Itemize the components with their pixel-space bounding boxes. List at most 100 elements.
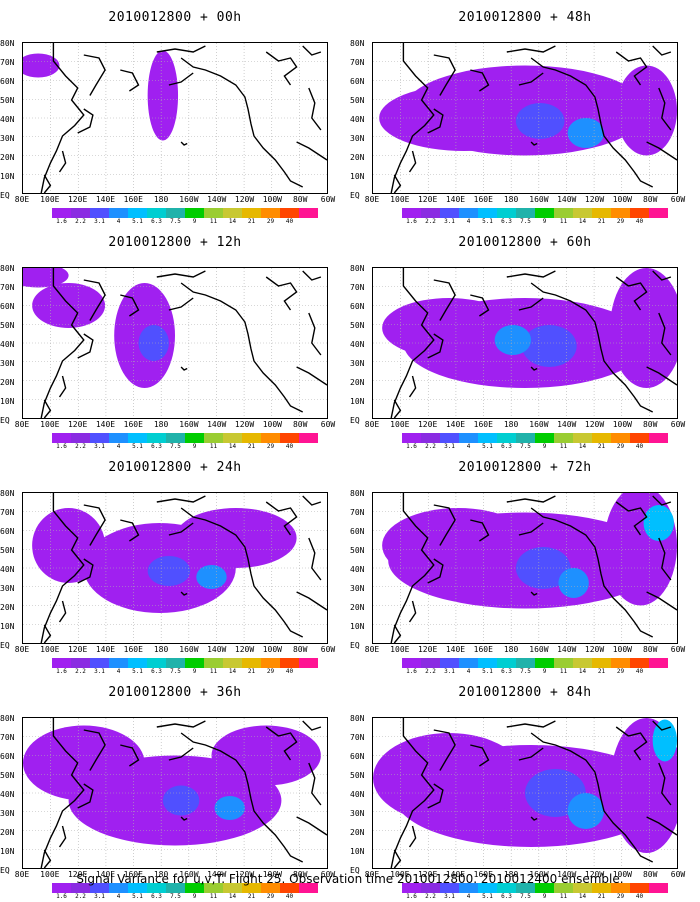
variance-maximum [214, 796, 245, 820]
color-swatch [573, 208, 592, 218]
color-scale-label: 40 [285, 218, 294, 225]
lat-tick-label: 20N [350, 828, 365, 837]
lon-tick-label: 140W [557, 645, 577, 654]
lon-tick-label: 180 [503, 195, 519, 204]
color-swatch [147, 433, 166, 443]
lon-tick-label: 140E [445, 870, 466, 879]
coastline [83, 504, 106, 546]
coastline [390, 493, 435, 643]
lat-tick-label: 50N [350, 321, 365, 330]
lon-tick-label: 160E [473, 645, 493, 654]
coastline [390, 268, 435, 418]
lon-tick-label: 80W [642, 645, 658, 654]
lon-tick-label: 140E [95, 870, 116, 879]
coastline [470, 519, 490, 542]
color-swatch [128, 883, 147, 893]
color-scale-label: 9 [542, 443, 547, 450]
color-scale-label: 14 [578, 443, 587, 450]
color-scale-bar [402, 433, 668, 443]
color-swatch [592, 883, 611, 893]
lon-tick-label: 160E [473, 420, 493, 429]
longitude-axis: 80E 100E 120E 140E 160E 180 160W 140W 120W 100W 80… [358, 871, 692, 881]
longitude-axis: 80E 100E 120E 140E 160E 180 160W 140W 120W 100W 80… [358, 421, 692, 431]
coastline [470, 69, 490, 92]
lon-tick-label: 160E [473, 195, 493, 204]
color-scale-label: 9 [542, 218, 547, 225]
lon-tick-label: 140W [557, 420, 577, 429]
lon-tick-label: 120E [67, 420, 88, 429]
lon-tick-label: 100E [40, 195, 60, 204]
color-scale-label: 5.1 [132, 893, 143, 900]
coastline [296, 591, 327, 611]
color-scale-label: 21 [597, 443, 606, 450]
lon-tick-label: 80W [292, 645, 308, 654]
coastline [393, 174, 402, 193]
variance-map [373, 718, 677, 868]
color-swatch [185, 433, 204, 443]
color-scale-label: 11 [559, 668, 568, 675]
color-swatch [440, 883, 459, 893]
color-scale-label: 4 [466, 893, 471, 900]
lon-tick-label: 100E [40, 420, 60, 429]
color-scale-label: 9 [192, 893, 197, 900]
lat-tick-label: 10N [0, 847, 15, 856]
coastline [506, 270, 556, 278]
color-scale-bar [52, 883, 318, 893]
lat-tick-label: 50N [0, 96, 15, 105]
color-swatch [299, 883, 318, 893]
latitude-axis: 80N 70N 60N 50N 40N 30N 20N 10N EQ [0, 40, 22, 200]
color-scale-label: 9 [192, 218, 197, 225]
coastline [308, 87, 322, 131]
color-swatch [516, 883, 535, 893]
lon-tick-label: 180 [153, 195, 169, 204]
lon-tick-label: 160E [123, 645, 143, 654]
coastline [470, 744, 490, 767]
coastline [427, 333, 444, 359]
panel-title: 2010012800 + 12h [108, 235, 242, 250]
map-area [22, 492, 328, 644]
lon-tick-label: 160W [179, 195, 199, 204]
color-scale-label: 21 [597, 668, 606, 675]
forecast-panel-48h: 2010012800 + 48h 80N 70N 60N 50N 40N 30N 20N 10N… [350, 0, 700, 225]
color-swatch [478, 433, 497, 443]
coastline [296, 366, 327, 386]
color-swatch [204, 658, 223, 668]
color-scale-labels: 1.6 2.2 3.1 4 5.1 6.3 7.5 9 11 14 21 29 40 [402, 894, 668, 902]
color-scale-label: 2.2 [425, 218, 436, 225]
lat-tick-label: EQ [350, 641, 360, 650]
variance-region [23, 53, 60, 78]
color-scale-label: 40 [635, 893, 644, 900]
coastline [530, 57, 654, 188]
color-scale-label: 29 [266, 893, 275, 900]
color-swatch [299, 208, 318, 218]
color-scale-label: 40 [635, 218, 644, 225]
variance-region [147, 50, 179, 141]
color-swatch [90, 658, 109, 668]
color-swatch [223, 658, 242, 668]
color-scale-label: 2.2 [75, 218, 86, 225]
coastline [265, 51, 298, 86]
color-swatch [185, 208, 204, 218]
coastline [43, 399, 52, 418]
color-swatch [611, 883, 630, 893]
lat-tick-label: 30N [0, 134, 15, 143]
color-scale-label: 5.1 [482, 443, 493, 450]
color-swatch [535, 208, 554, 218]
color-swatch [147, 658, 166, 668]
coastline [433, 54, 456, 96]
coastline [390, 43, 435, 193]
forecast-panel-00h: 2010012800 + 00h 80N 70N 60N 50N 40N 30N 20N 10N… [0, 0, 350, 225]
color-swatch [128, 658, 147, 668]
lat-tick-label: 10N [0, 397, 15, 406]
coastline [302, 270, 322, 281]
lon-tick-label: 120E [417, 195, 438, 204]
color-swatch [535, 658, 554, 668]
lon-tick-label: 160W [529, 195, 549, 204]
longitude-axis: 80E 100E 120E 140E 160E 180 160W 140W 120W 100W 80… [358, 646, 692, 656]
lon-tick-label: 60W [670, 645, 686, 654]
lat-tick-label: 60N [0, 752, 15, 761]
lat-tick-label: 80N [0, 714, 15, 723]
variance-map [373, 43, 677, 193]
color-scale-label: 21 [597, 218, 606, 225]
color-swatch [280, 208, 299, 218]
